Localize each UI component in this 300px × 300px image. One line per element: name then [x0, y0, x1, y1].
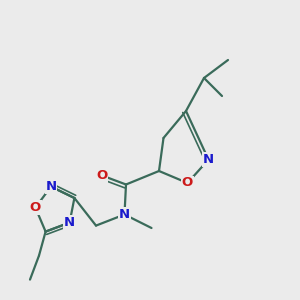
Text: N: N	[45, 180, 57, 193]
Text: N: N	[64, 216, 75, 229]
Text: O: O	[96, 169, 108, 182]
Text: N: N	[203, 153, 214, 166]
Text: O: O	[182, 176, 193, 190]
Text: N: N	[119, 208, 130, 221]
Text: O: O	[30, 201, 41, 214]
